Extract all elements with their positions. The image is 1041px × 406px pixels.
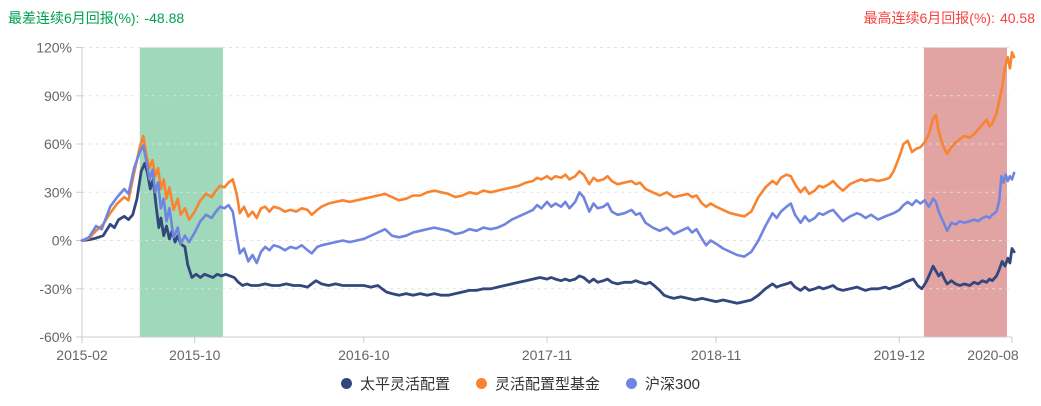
x-tick-label: 2020-08 <box>967 347 1019 363</box>
y-tick-label: 60% <box>44 136 72 152</box>
axes: 2015-02 2015-10 2016-10 2017-11 2018-11 2019-… <box>56 47 1019 363</box>
x-tick-label: 2016-10 <box>338 347 390 363</box>
x-tick-label: 2015-02 <box>56 347 108 363</box>
best-return-value: 40.58 <box>999 10 1035 26</box>
x-tick-label: 2017-11 <box>522 347 573 363</box>
chart-legend: 太平灵活配置 灵活配置型基金 沪深300 <box>0 373 1041 394</box>
x-tick-label: 2015-10 <box>169 347 221 363</box>
y-tick-label: -30% <box>39 281 72 297</box>
x-tick-label: 2019-12 <box>874 347 926 363</box>
legend-item-taiping[interactable]: 太平灵活配置 <box>340 373 450 394</box>
y-tick-label: 0% <box>52 233 72 249</box>
legend-item-label: 灵活配置型基金 <box>494 376 600 393</box>
legend-item-label: 沪深300 <box>645 376 701 393</box>
best-return-label: 最高连续6月回报(%): <box>863 10 995 26</box>
series-line-2 <box>80 144 1016 265</box>
legend-item-flexible-funds[interactable]: 灵活配置型基金 <box>475 373 600 394</box>
y-tick-label: 120% <box>36 40 72 56</box>
legend-item-hs300[interactable]: 沪深300 <box>626 373 700 394</box>
legend-swatch-icon <box>626 378 637 389</box>
best-6m-return-annotation: 最高连续6月回报(%): 40.58 <box>864 8 1036 28</box>
worst-6m-return-annotation: 最差连续6月回报(%): -48.88 <box>8 8 184 28</box>
legend-item-label: 太平灵活配置 <box>359 376 450 393</box>
x-tick-label: 2018-11 <box>691 347 742 363</box>
worst-return-label: 最差连续6月回报(%): <box>8 10 140 26</box>
series-line-0 <box>80 161 1016 305</box>
series-line-1 <box>80 50 1016 242</box>
y-tick-label: 30% <box>44 184 72 200</box>
legend-swatch-icon <box>340 378 352 389</box>
legend-swatch-icon <box>475 378 487 389</box>
worst-return-value: -48.88 <box>144 10 185 26</box>
y-tick-label: -60% <box>39 329 72 345</box>
y-tick-label: 90% <box>44 88 72 104</box>
